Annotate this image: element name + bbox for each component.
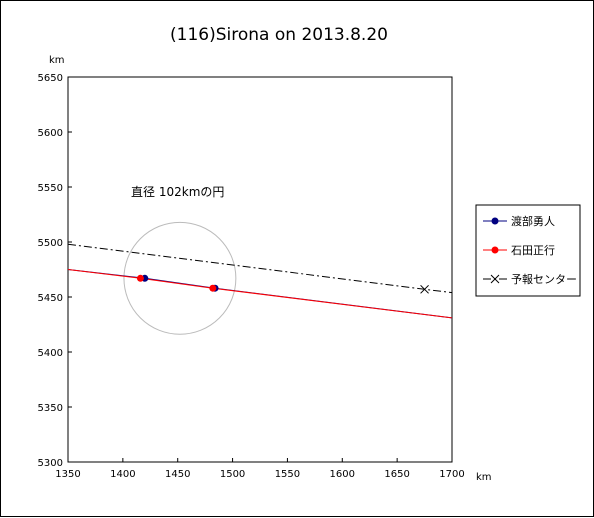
y-tick-label: 5300 xyxy=(38,458,63,469)
chart-title: (116)Sirona on 2013.8.20 xyxy=(170,25,388,45)
x-tick-label: 1500 xyxy=(220,469,245,480)
y-tick-label: 5350 xyxy=(38,403,63,414)
x-tick-label: 1650 xyxy=(384,469,409,480)
diameter-circle xyxy=(123,221,237,335)
plot-area xyxy=(67,76,453,463)
x-tick-label: 1350 xyxy=(55,469,80,480)
x-tick-label: 1600 xyxy=(330,469,355,480)
x-marker-stroke xyxy=(420,284,429,294)
legend-label: 予報センター xyxy=(511,273,577,286)
series-marker-point xyxy=(136,274,144,282)
legend-swatch-marker xyxy=(491,217,499,225)
legend-swatch-marker xyxy=(491,246,499,254)
series-line-2 xyxy=(68,269,452,319)
axes: 1350 1400 1450 1500 1550 1600 1650 1700 5300 5350… xyxy=(38,73,465,480)
circle-annotation: 直径 102kmの円 xyxy=(131,185,224,199)
x-tick-label: 1550 xyxy=(275,469,300,480)
x-axis-unit: km xyxy=(476,472,492,483)
legend-label: 石田正行 xyxy=(511,244,555,257)
series-marker-point xyxy=(209,284,217,292)
x-tick-label: 1450 xyxy=(165,469,190,480)
y-tick-label: 5550 xyxy=(38,183,63,194)
legend-swatch-x xyxy=(490,274,500,284)
x-tick-label: 1700 xyxy=(439,469,464,480)
series-line-3 xyxy=(68,243,452,294)
legend-label: 渡部勇人 xyxy=(511,214,555,228)
x-tick-label: 1400 xyxy=(110,469,135,480)
y-tick-label: 5650 xyxy=(38,73,63,84)
plot-content: 直径 102kmの円 xyxy=(68,185,452,335)
y-tick-label: 5500 xyxy=(38,238,63,249)
y-axis-unit: km xyxy=(49,55,65,66)
series-marker-x xyxy=(420,284,429,294)
y-tick-label: 5600 xyxy=(38,128,63,139)
y-tick-label: 5400 xyxy=(38,348,63,359)
plot-clipped-content xyxy=(68,221,452,335)
y-tick-label: 5450 xyxy=(38,293,63,304)
